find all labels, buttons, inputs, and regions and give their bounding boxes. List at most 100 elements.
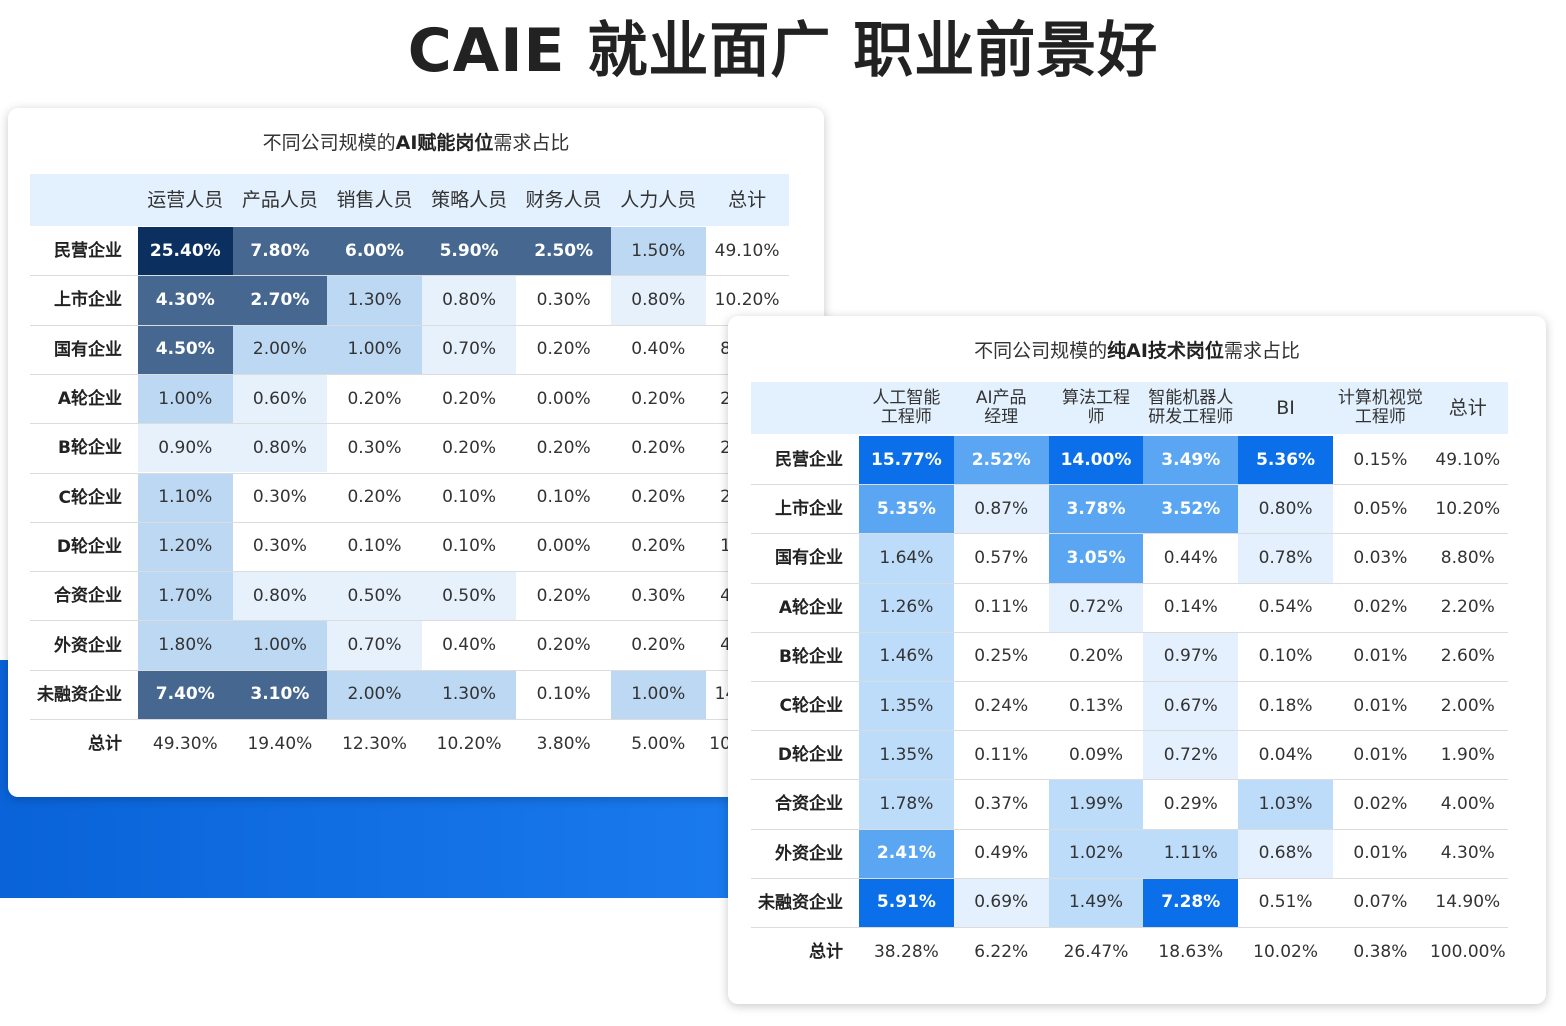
title-part: 不同公司规模的 <box>262 132 396 154</box>
table-cell: 1.30% <box>421 670 517 719</box>
table-cell: 0.72% <box>1048 583 1144 632</box>
table-cell: 100.00% <box>1429 941 1506 962</box>
row-label: 外资企业 <box>54 635 122 656</box>
table-cell: 2.60% <box>1440 646 1495 667</box>
row-separator <box>751 877 1508 879</box>
row-separator <box>751 631 1508 633</box>
header-line: 策略人员 <box>431 188 508 211</box>
title-part: 需求占比 <box>493 132 570 154</box>
row-label: A轮企业 <box>57 389 122 410</box>
table-cell: 0.11% <box>953 583 1049 632</box>
row-label: 国有企业 <box>775 548 843 569</box>
table-title: 不同公司规模的AI赋能岗位需求占比 <box>8 128 824 155</box>
row-label: 未融资企业 <box>37 684 122 705</box>
table-cell: 0.20% <box>421 374 517 424</box>
table-cell: 0.25% <box>953 632 1049 681</box>
table-cell: 1.02% <box>1048 829 1144 878</box>
table-cell: 14.00% <box>1048 436 1144 485</box>
header-line: 总计 <box>1448 396 1487 419</box>
table-cell: 5.00% <box>631 733 686 754</box>
table-cell: 4.30% <box>138 276 233 325</box>
column-header: 计算机视觉 工程师 <box>1333 382 1428 434</box>
header-line: 产品人员 <box>241 188 318 211</box>
table-cell: 0.04% <box>1238 731 1333 780</box>
table-cell: 2.52% <box>953 436 1049 485</box>
table-cell: 2.41% <box>859 829 954 878</box>
header-line: 工程师 <box>880 407 932 427</box>
table-cell: 0.80% <box>611 276 706 325</box>
table-cell: 1.35% <box>859 682 954 731</box>
header-line: 算法工程 <box>1061 388 1130 408</box>
column-header: 总计 <box>1428 382 1508 434</box>
table-cell: 0.18% <box>1238 682 1333 731</box>
table-cell: 2.50% <box>516 227 611 276</box>
table-cell: 2.20% <box>1440 597 1495 618</box>
table-cell: 1.11% <box>1143 829 1239 878</box>
row-separator <box>30 571 789 573</box>
table-cell: 2.70% <box>232 276 328 325</box>
row-separator <box>30 275 789 277</box>
table-cell: 6.22% <box>974 941 1029 962</box>
row-label: 国有企业 <box>54 339 122 360</box>
title-part: 需求占比 <box>1223 340 1300 362</box>
table-cell: 0.02% <box>1333 583 1428 632</box>
row-label: 外资企业 <box>775 843 843 864</box>
table-cell: 3.78% <box>1048 485 1144 534</box>
table-cell: 1.50% <box>611 227 706 276</box>
table-cell: 4.50% <box>138 325 233 374</box>
table-cell: 0.68% <box>1238 829 1333 878</box>
table-cell: 5.91% <box>859 878 954 927</box>
row-separator <box>751 681 1508 682</box>
header-line: 人力人员 <box>620 188 697 211</box>
table-cell: 0.00% <box>516 522 611 572</box>
table-cell: 49.10% <box>1435 449 1501 470</box>
table-cell: 1.00% <box>138 374 233 424</box>
table-cell: 1.46% <box>859 632 954 681</box>
column-header: 财务人员 <box>516 174 611 226</box>
table-cell: 7.28% <box>1143 878 1239 927</box>
table-cell: 1.80% <box>138 621 233 670</box>
table-cell: 0.20% <box>421 424 517 473</box>
table-cell: 0.07% <box>1333 878 1428 927</box>
table-cell: 0.80% <box>1238 485 1333 534</box>
table-cell: 0.20% <box>611 374 706 424</box>
row-label: 总计 <box>88 734 122 755</box>
table-cell: 26.47% <box>1063 941 1129 962</box>
table-cell: 3.10% <box>232 670 328 719</box>
table-cell: 0.20% <box>327 473 422 522</box>
column-header: BI <box>1238 382 1333 434</box>
header-line: 人工智能 <box>872 388 941 408</box>
table-cell: 1.00% <box>327 325 422 374</box>
row-label: 上市企业 <box>775 499 843 520</box>
table-cell: 0.72% <box>1143 731 1239 780</box>
table-cell: 3.52% <box>1143 485 1239 534</box>
table-cell: 0.13% <box>1048 682 1144 731</box>
table-cell: 0.10% <box>1238 632 1333 681</box>
table-cell: 10.20% <box>714 289 780 310</box>
table-cell: 0.20% <box>516 325 611 374</box>
row-separator <box>30 373 789 375</box>
table-cell: 0.20% <box>516 621 611 670</box>
table-cell: 1.64% <box>859 534 954 583</box>
header-band <box>751 382 1508 434</box>
row-label: 民营企业 <box>775 450 843 471</box>
row-label: D轮企业 <box>777 745 843 766</box>
table-cell: 0.40% <box>611 325 706 374</box>
row-label: 未融资企业 <box>758 892 843 913</box>
table-cell: 0.01% <box>1333 632 1428 681</box>
table-cell: 0.50% <box>421 572 517 621</box>
table-cell: 5.35% <box>859 485 954 534</box>
table-cell: 0.10% <box>421 522 517 572</box>
table-cell: 0.30% <box>232 473 328 522</box>
table-cell: 2.00% <box>327 670 422 719</box>
header-line: 经理 <box>984 407 1019 427</box>
table-cell: 0.20% <box>516 572 611 621</box>
header-line: 运营人员 <box>147 188 224 211</box>
table-cell: 0.20% <box>611 473 706 522</box>
table-cell: 10.20% <box>436 733 502 754</box>
table-cell: 0.97% <box>1143 632 1239 681</box>
header-line: BI <box>1276 396 1295 419</box>
table-cell: 4.00% <box>1440 793 1495 814</box>
table-cell: 1.03% <box>1238 780 1333 829</box>
